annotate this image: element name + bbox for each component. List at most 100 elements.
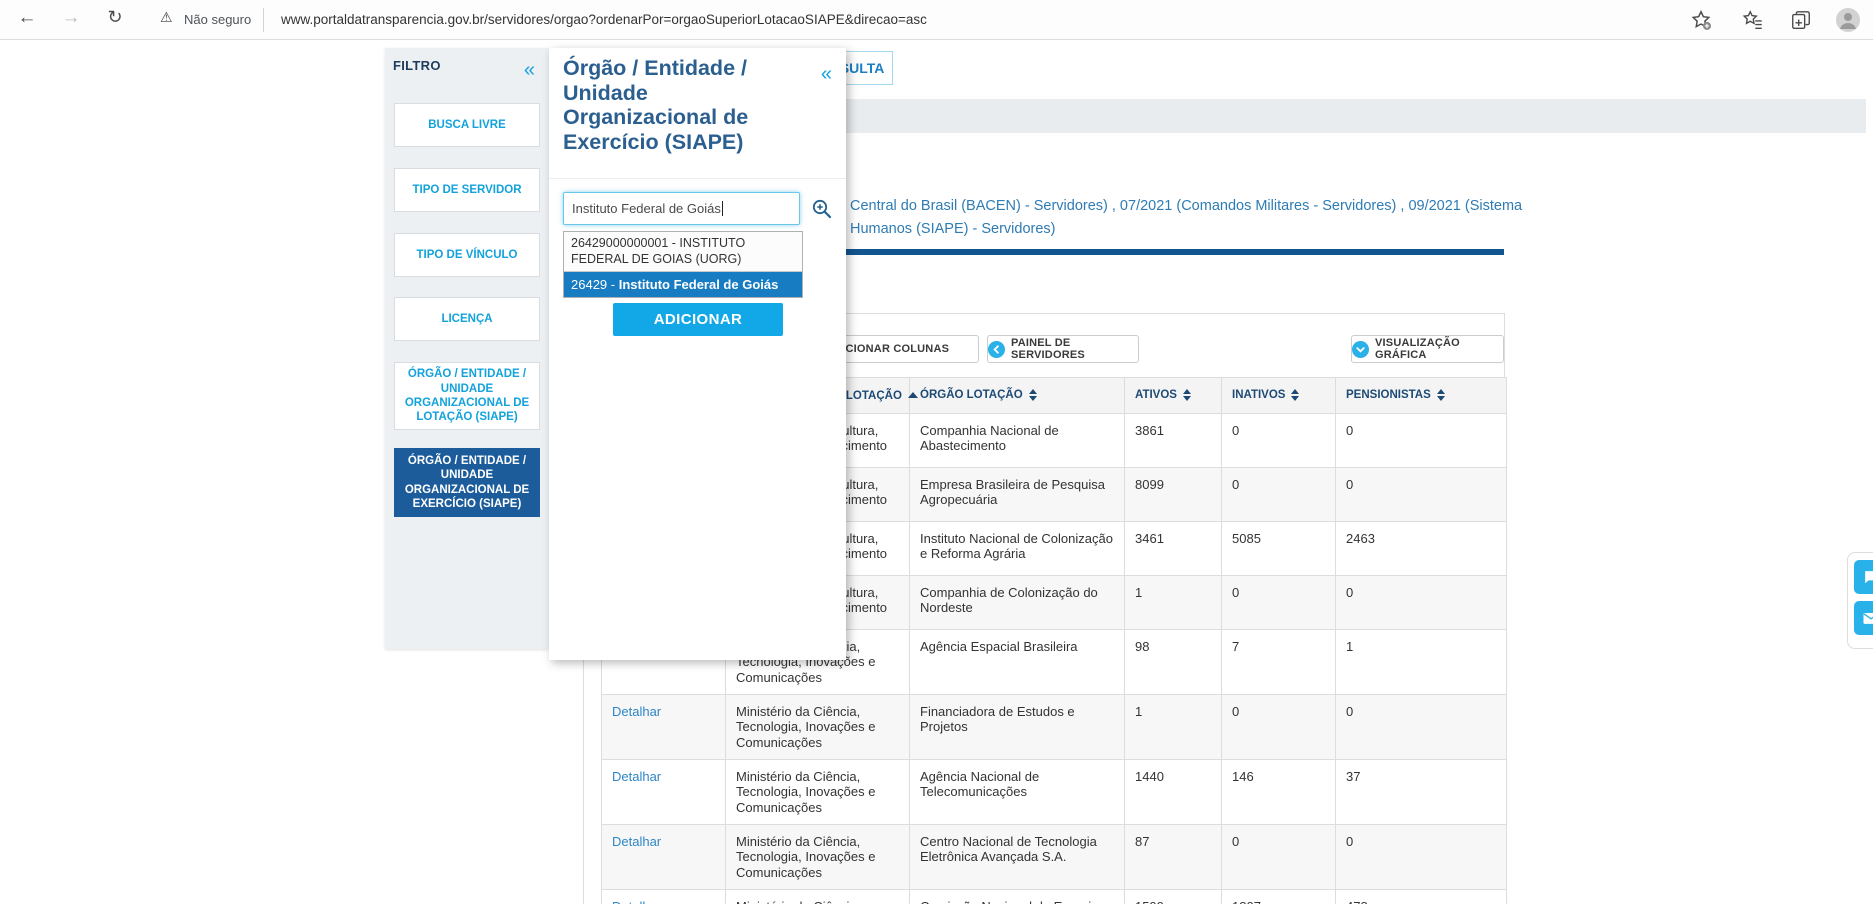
cell-ativos: 87 xyxy=(1124,823,1222,890)
security-warning-icon[interactable]: ⚠ xyxy=(160,9,173,25)
cell-pensionistas: 0 xyxy=(1335,575,1507,630)
cell-inativos: 0 xyxy=(1221,575,1336,630)
chevron-down-circle-icon xyxy=(1352,340,1369,358)
filter-item-0[interactable]: BUSCA LIVRE xyxy=(394,103,540,147)
envelope-icon[interactable] xyxy=(1854,601,1873,635)
cell-orgao-lotacao: Comissão Nacional de Energia Nuclear xyxy=(909,888,1125,904)
filter-flyout-panel: « Órgão / Entidade / Unidade Organizacio… xyxy=(549,48,846,660)
collapse-filter-icon[interactable]: « xyxy=(523,59,535,81)
servant-panel-button[interactable]: PAINEL DE SERVIDORES xyxy=(987,335,1139,363)
profile-avatar[interactable] xyxy=(1836,8,1860,32)
cell-pensionistas: 0 xyxy=(1335,413,1507,468)
back-icon[interactable]: ← xyxy=(17,7,37,28)
cell-orgao-lotacao: Financiadora de Estudos e Projetos xyxy=(909,693,1125,760)
detail-link[interactable]: Detalhar xyxy=(612,899,661,904)
column-header-4[interactable]: INATIVOS xyxy=(1221,377,1336,414)
cell-inativos: 5085 xyxy=(1221,521,1336,576)
reload-icon[interactable]: ↻ xyxy=(107,7,123,27)
cell-orgao-superior: Ministério da Ciência, Tecnologia, Inova… xyxy=(725,693,910,760)
flyout-title: Órgão / Entidade / Unidade Organizaciona… xyxy=(563,56,749,154)
cell-ativos: 1 xyxy=(1124,575,1222,630)
cell-ativos: 98 xyxy=(1124,629,1222,695)
cell-pensionistas: 478 xyxy=(1335,888,1507,904)
detail-link[interactable]: Detalhar xyxy=(612,833,662,849)
table-row: Detalhar Ministério da Ciência, Tecnologi… xyxy=(601,823,1507,890)
cell-inativos: 0 xyxy=(1221,823,1336,890)
sort-both-icon xyxy=(1291,389,1300,402)
cell-ativos: 3461 xyxy=(1124,521,1222,576)
text-caret xyxy=(721,201,723,216)
section-header-band xyxy=(697,99,1866,133)
section-divider-rule xyxy=(697,249,1504,255)
cell-pensionistas: 0 xyxy=(1335,823,1507,890)
security-label[interactable]: Não seguro xyxy=(184,12,252,27)
cell-inativos: 0 xyxy=(1221,693,1336,760)
cell-pensionistas: 0 xyxy=(1335,467,1507,522)
filter-item-5[interactable]: ÓRGÃO / ENTIDADE / UNIDADE ORGANIZACIONA… xyxy=(394,448,540,517)
browser-toolbar: ← → ↻ ⚠ Não seguro www.portaldatranspare… xyxy=(0,0,1873,40)
add-favorite-star-icon[interactable] xyxy=(1690,9,1712,31)
sort-both-icon xyxy=(1436,389,1445,402)
comment-bubble-icon[interactable] xyxy=(1854,560,1873,594)
cell-pensionistas: 1 xyxy=(1335,629,1507,695)
cell-orgao-lotacao: Instituto Nacional de Colonização e Refo… xyxy=(909,521,1125,576)
sort-both-icon xyxy=(1182,389,1191,402)
cell-orgao-superior: Ministério da Ciência, Tecnologia, Inova… xyxy=(725,888,910,904)
share-widget xyxy=(1847,552,1873,649)
flyout-divider xyxy=(549,178,846,179)
orgao-search-value: Instituto Federal de Goiás xyxy=(572,201,721,216)
address-bar-url[interactable]: www.portaldatransparencia.gov.br/servido… xyxy=(281,12,927,27)
column-header-5[interactable]: PENSIONISTAS xyxy=(1335,377,1507,414)
cell-orgao-lotacao: Centro Nacional de Tecnologia Eletrônica… xyxy=(909,823,1125,890)
filter-item-2[interactable]: TIPO DE VÍNCULO xyxy=(394,233,540,277)
graphic-view-button[interactable]: VISUALIZAÇÃO GRÁFICA xyxy=(1351,335,1504,363)
table-row: Detalhar Ministério da Ciência, Tecnologi… xyxy=(601,693,1507,760)
forward-icon[interactable]: → xyxy=(61,7,81,28)
cell-ativos: 8099 xyxy=(1124,467,1222,522)
cell-inativos: 0 xyxy=(1221,413,1336,468)
cell-inativos: 7 xyxy=(1221,629,1336,695)
cell-ativos: 3861 xyxy=(1124,413,1222,468)
detail-link[interactable]: Detalhar xyxy=(612,768,662,784)
cell-inativos: 146 xyxy=(1221,758,1336,825)
autocomplete-option-uorg[interactable]: 26429000000001 - INSTITUTO FEDERAL DE GO… xyxy=(564,232,802,272)
cell-orgao-lotacao: Empresa Brasileira de Pesquisa Agropecuá… xyxy=(909,467,1125,522)
filter-item-1[interactable]: TIPO DE SERVIDOR xyxy=(394,168,540,212)
detail-link[interactable]: Detalhar xyxy=(612,703,662,719)
servant-panel-label: PAINEL DE SERVIDORES xyxy=(1011,337,1085,361)
collapse-flyout-icon[interactable]: « xyxy=(820,63,832,85)
favorites-list-icon[interactable] xyxy=(1742,9,1764,31)
cell-ativos: 1599 xyxy=(1124,888,1222,904)
cell-inativos: 0 xyxy=(1221,467,1336,522)
cell-orgao-lotacao: Companhia de Colonização do Nordeste xyxy=(909,575,1125,630)
column-header-2[interactable]: ÓRGÃO LOTAÇÃO xyxy=(909,377,1125,414)
cell-orgao-superior: Ministério da Ciência, Tecnologia, Inova… xyxy=(725,823,910,890)
cell-pensionistas: 37 xyxy=(1335,758,1507,825)
chevron-left-circle-icon xyxy=(988,340,1005,358)
cell-inativos: 1807 xyxy=(1221,888,1336,904)
url-separator xyxy=(263,8,264,32)
add-button[interactable]: ADICIONAR xyxy=(613,303,783,336)
column-header-3[interactable]: ATIVOS xyxy=(1124,377,1222,414)
filter-sidebar-title: FILTRO xyxy=(393,58,441,73)
graphic-view-label: VISUALIZAÇÃO GRÁFICA xyxy=(1375,337,1460,361)
filter-item-4[interactable]: ÓRGÃO / ENTIDADE / UNIDADE ORGANIZACIONA… xyxy=(394,362,540,430)
cell-pensionistas: 0 xyxy=(1335,693,1507,760)
sort-asc-icon xyxy=(907,392,918,399)
cell-orgao-lotacao: Agência Espacial Brasileira xyxy=(909,629,1125,695)
orgao-search-input[interactable]: Instituto Federal de Goiás xyxy=(563,192,800,225)
cell-ativos: 1 xyxy=(1124,693,1222,760)
filter-item-3[interactable]: LICENÇA xyxy=(394,297,540,341)
cell-orgao-lotacao: Agência Nacional de Telecomunicações xyxy=(909,758,1125,825)
magnifier-plus-icon[interactable] xyxy=(811,198,833,220)
data-origin-text-line2: Humanos (SIAPE) - Servidores) xyxy=(850,221,1056,237)
autocomplete-list: 26429000000001 - INSTITUTO FEDERAL DE GO… xyxy=(563,231,803,298)
autocomplete-option-selected[interactable]: 26429 - Instituto Federal de Goiás xyxy=(564,271,802,297)
table-row: Detalhar Ministério da Ciência, Tecnologi… xyxy=(601,888,1507,904)
filter-sidebar: FILTRO « BUSCA LIVRE TIPO DE SERVIDOR TIPO… xyxy=(385,48,549,649)
collections-icon[interactable] xyxy=(1790,9,1812,31)
